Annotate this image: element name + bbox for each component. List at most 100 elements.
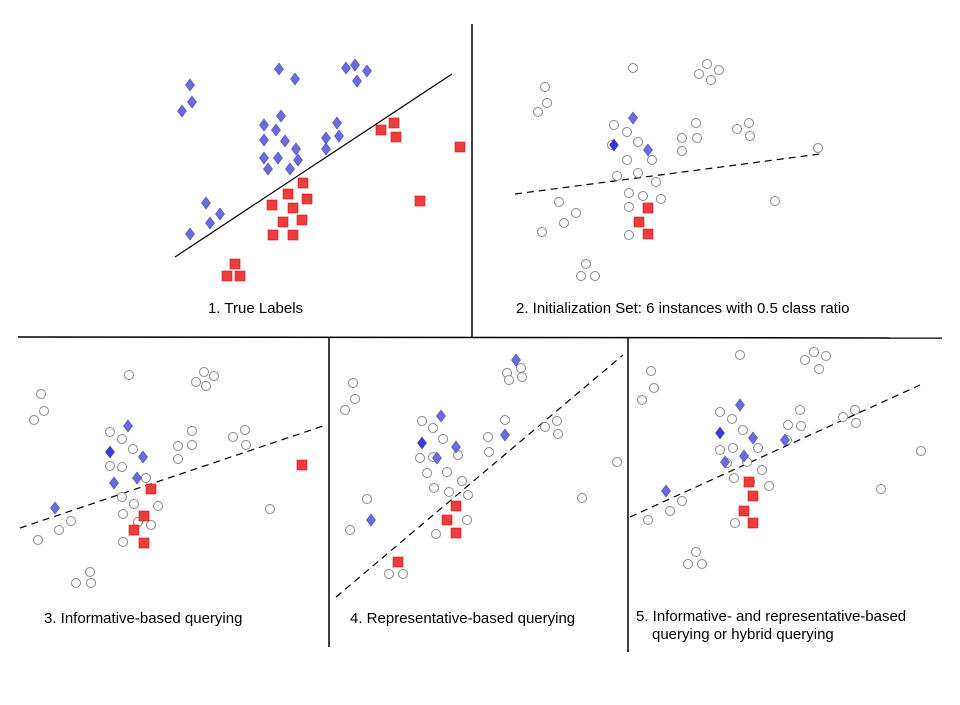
diamond-icon [661, 484, 671, 498]
diamond-icon [432, 451, 442, 465]
diamond-icon [290, 72, 300, 86]
circle-icon [691, 118, 701, 128]
diamond-icon [132, 471, 142, 485]
circle-icon [554, 197, 564, 207]
diamond-icon [341, 61, 351, 75]
circle-icon [209, 371, 219, 381]
circle-icon [581, 259, 591, 269]
diamond-icon [334, 129, 344, 143]
diamond-icon [332, 116, 342, 130]
circle-icon [838, 412, 848, 422]
square-icon [234, 270, 246, 282]
circle-icon [622, 127, 632, 137]
circle-icon [457, 476, 467, 486]
circle-icon [105, 461, 115, 471]
circle-icon [697, 559, 707, 569]
circle-icon [809, 347, 819, 357]
circle-icon [727, 414, 737, 424]
diamond-icon [273, 151, 283, 165]
square-icon [296, 459, 308, 471]
circle-icon [559, 218, 569, 228]
diamond-icon [105, 445, 115, 459]
circle-icon [504, 375, 514, 385]
circle-icon [552, 416, 562, 426]
circle-icon [706, 75, 716, 85]
square-icon [128, 524, 140, 536]
diamond-icon [720, 455, 730, 469]
circle-icon [738, 425, 748, 435]
diamond-icon [185, 227, 195, 241]
diamond-icon [321, 131, 331, 145]
circle-icon [517, 372, 527, 382]
circle-icon [429, 483, 439, 493]
square-icon [414, 195, 426, 207]
square-icon [450, 527, 462, 539]
circle-icon [345, 525, 355, 535]
circle-icon [105, 427, 115, 437]
diamond-icon [362, 64, 372, 78]
circle-icon [796, 421, 806, 431]
diamond-icon [276, 109, 286, 123]
circle-icon [191, 377, 201, 387]
diamond-icon [511, 353, 521, 367]
circle-icon [821, 351, 831, 361]
caption-panel-4: 4. Representative-based querying [350, 610, 575, 627]
circle-icon [118, 537, 128, 547]
circle-icon [633, 137, 643, 147]
diamond-icon [715, 426, 725, 440]
square-icon [390, 131, 402, 143]
diamond-icon [321, 142, 331, 156]
circle-icon [624, 188, 634, 198]
circle-icon [764, 481, 774, 491]
caption-panel-1: 1. True Labels [208, 300, 303, 317]
circle-icon [124, 370, 134, 380]
circle-icon [577, 493, 587, 503]
circle-icon [85, 567, 95, 577]
panel-dividers [17, 24, 943, 652]
circle-icon [783, 420, 793, 430]
circle-icon [609, 120, 619, 130]
circle-icon [128, 444, 138, 454]
circle-icon [540, 422, 550, 432]
circle-icon [753, 443, 763, 453]
circle-icon [656, 194, 666, 204]
circle-icon [129, 499, 139, 509]
square-icon [738, 505, 750, 517]
circle-icon [117, 462, 127, 472]
square-icon [287, 229, 299, 241]
circle-icon [463, 490, 473, 500]
circle-icon [665, 506, 675, 516]
circle-icon [533, 107, 543, 117]
square-icon [441, 514, 453, 526]
diamond-icon [205, 216, 215, 230]
square-icon [388, 117, 400, 129]
circle-icon [33, 535, 43, 545]
square-icon [747, 490, 759, 502]
circle-icon [483, 432, 493, 442]
circle-icon [757, 465, 767, 475]
circle-icon [199, 367, 209, 377]
circle-icon [876, 484, 886, 494]
circle-icon [537, 227, 547, 237]
circle-icon [795, 405, 805, 415]
square-icon [229, 258, 241, 270]
circle-icon [350, 394, 360, 404]
diamond-icon [138, 450, 148, 464]
square-icon [266, 199, 278, 211]
square-icon [392, 556, 404, 568]
circle-icon [813, 143, 823, 153]
circle-icon [800, 355, 810, 365]
circle-icon [54, 525, 64, 535]
circle-icon [500, 415, 510, 425]
circle-icon [71, 578, 81, 588]
circle-icon [715, 445, 725, 455]
circle-icon [732, 124, 742, 134]
circle-icon [36, 389, 46, 399]
circle-icon [117, 492, 127, 502]
decision-boundaries [19, 73, 921, 598]
circle-icon [643, 515, 653, 525]
circle-icon [86, 578, 96, 588]
square-icon [642, 228, 654, 240]
square-icon [743, 476, 755, 488]
